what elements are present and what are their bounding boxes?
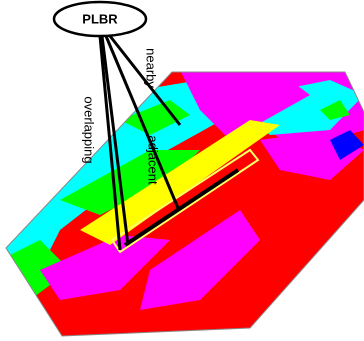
figure: PLBR nearby adjacent overlapping [0, 0, 364, 341]
adjacent-label: adjacent [146, 135, 161, 185]
nearby-label: nearby [144, 48, 159, 88]
title: PLBR [82, 11, 118, 26]
classification-map [0, 60, 364, 341]
overlapping-label: overlapping [82, 96, 97, 163]
